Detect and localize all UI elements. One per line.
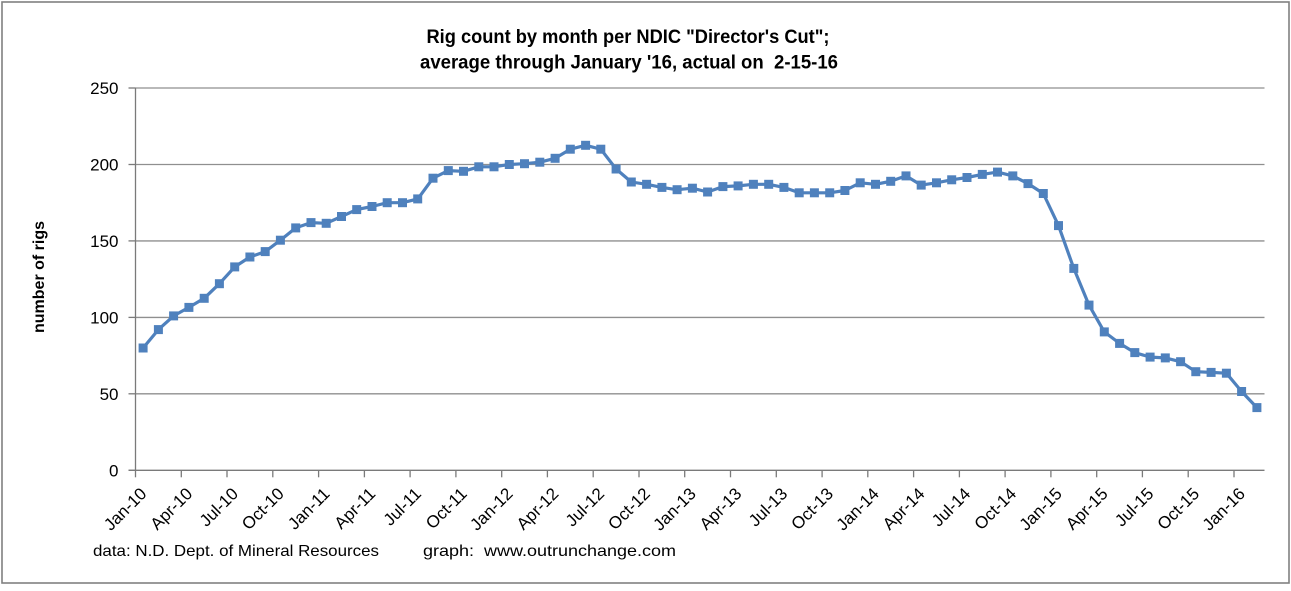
svg-text:50: 50	[100, 385, 119, 404]
svg-text:number of rigs: number of rigs	[31, 221, 48, 333]
svg-text:100: 100	[90, 308, 118, 327]
svg-text:200: 200	[90, 156, 118, 175]
svg-text:0: 0	[109, 461, 118, 480]
svg-text:data: N.D. Dept. of Mineral Re: data: N.D. Dept. of Mineral Resources	[93, 543, 379, 560]
svg-text:150: 150	[90, 232, 118, 251]
svg-text:Rig count by month per NDIC "D: Rig count by month per NDIC "Director's …	[427, 26, 830, 48]
svg-text:average through January '16, a: average through January '16, actual on 2…	[420, 52, 838, 74]
svg-text:250: 250	[90, 79, 118, 98]
svg-text:graph: www.outrunchange.com: graph: www.outrunchange.com	[423, 543, 676, 560]
